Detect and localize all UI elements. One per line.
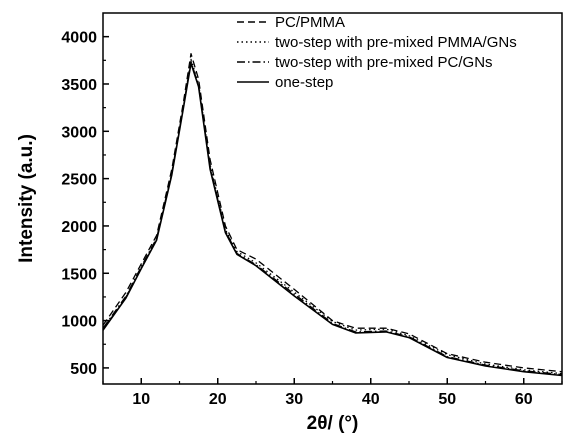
legend-label-2: two-step with pre-mixed PC/GNs [275,54,493,71]
y-tick-label: 4000 [61,30,97,47]
y-tick-label: 500 [70,361,97,378]
y-tick-label: 2000 [61,219,97,236]
y-tick-label: 1000 [61,314,97,331]
legend-label-1: two-step with pre-mixed PMMA/GNs [275,34,517,51]
series-line-1 [102,58,563,375]
series-line-3 [102,62,563,377]
y-tick-label: 3000 [61,124,97,141]
legend: PC/PMMA two-step with pre-mixed PMMA/GNs t… [237,14,517,91]
x-tick-label: 40 [362,391,380,408]
x-tick-label: 20 [209,391,227,408]
series-line-0 [102,53,563,373]
plot-area [102,53,563,377]
x-axis: 10 20 30 40 50 60 [102,378,563,408]
y-axis-title: Intensity (a.u.) [16,134,37,263]
x-tick-label: 30 [285,391,303,408]
y-axis: 500 1000 1500 2000 2500 3000 3500 4000 [61,30,109,378]
series-line-2 [102,60,563,376]
y-tick-label: 2500 [61,172,97,189]
x-tick-label: 60 [515,391,533,408]
legend-label-3: one-step [275,74,333,91]
legend-label-0: PC/PMMA [275,14,345,31]
y-tick-label: 3500 [61,77,97,94]
y-tick-label: 1500 [61,266,97,283]
x-tick-label: 10 [132,391,150,408]
x-tick-label: 50 [438,391,456,408]
x-axis-title: 2θ/ (°) [307,413,359,434]
